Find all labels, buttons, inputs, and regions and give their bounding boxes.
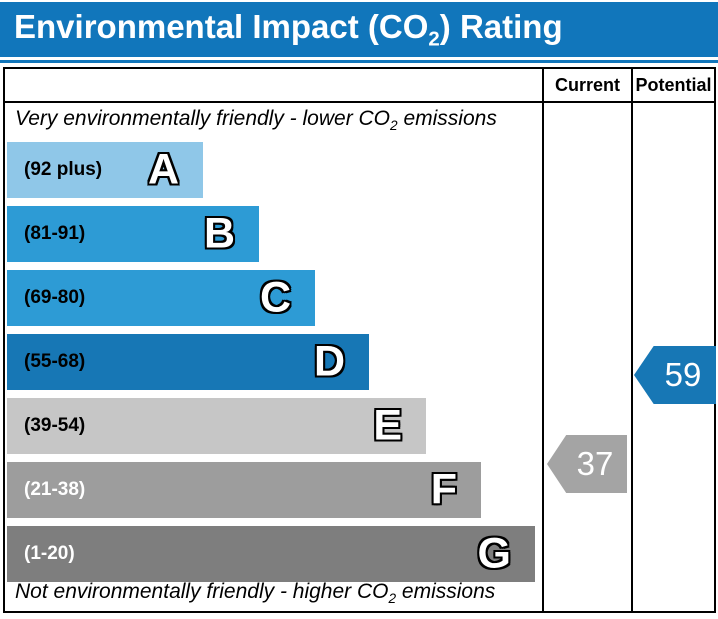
band-row-g: (1-20) G	[7, 526, 542, 582]
band-row-c: (69-80) C	[7, 270, 542, 326]
page-title-text: Environmental Impact (CO	[14, 7, 429, 45]
band-bar: (21-38) F	[7, 462, 481, 518]
band-range-label: (1-20)	[24, 543, 75, 564]
title-bar: Environmental Impact (CO2) Rating	[0, 2, 718, 57]
band-bar: (81-91) B	[7, 206, 259, 262]
page-title-subscript: 2	[428, 27, 440, 51]
top-note-text-end: emissions	[397, 107, 497, 130]
band-row-a: (92 plus) A	[7, 142, 542, 198]
band-bar: (39-54) E	[7, 398, 426, 454]
band-letter: D	[313, 337, 345, 386]
potential-column-divider	[631, 69, 633, 611]
potential-rating-value: 59	[664, 356, 702, 393]
header-separator-line	[5, 101, 714, 103]
bands: (92 plus) A (81-91) B (69-80) C (55-68) …	[7, 142, 542, 590]
band-letter: E	[373, 401, 402, 450]
bottom-note-subscript: 2	[388, 591, 397, 606]
band-row-b: (81-91) B	[7, 206, 542, 262]
top-note-text: Very environmentally friendly - lower CO	[15, 107, 391, 130]
band-letter: G	[477, 529, 511, 578]
current-column-divider	[542, 69, 544, 611]
band-range-label: (81-91)	[24, 223, 86, 244]
band-letter: F	[430, 465, 457, 514]
band-range-label: (39-54)	[24, 415, 86, 436]
band-bar: (55-68) D	[7, 334, 369, 390]
band-row-d: (55-68) D	[7, 334, 542, 390]
band-row-f: (21-38) F	[7, 462, 542, 518]
current-rating-value: 37	[576, 445, 614, 482]
band-bar: (69-80) C	[7, 270, 315, 326]
band-range-label: (55-68)	[24, 351, 86, 372]
band-letter: C	[259, 273, 291, 322]
band-letter: B	[203, 209, 235, 258]
bottom-note-text: Not environmentally friendly - higher CO	[15, 579, 389, 603]
band-range-label: (69-80)	[24, 287, 86, 308]
page-title-text-end: ) Rating	[439, 7, 563, 45]
potential-column-header: Potential	[635, 74, 712, 95]
band-letter: A	[147, 145, 179, 194]
bottom-note: Not environmentally friendly - higher CO…	[15, 580, 495, 606]
title-underline-rule	[0, 60, 718, 63]
band-bar: (92 plus) A	[7, 142, 203, 198]
page-title: Environmental Impact (CO2) Rating	[0, 8, 563, 52]
band-range-label: (92 plus)	[24, 159, 103, 180]
band-bar: (1-20) G	[7, 526, 535, 582]
potential-rating-arrow: 59	[634, 346, 716, 404]
bottom-note-text-end: emissions	[396, 579, 496, 603]
current-rating-arrow: 37	[547, 435, 627, 493]
current-column-header: Current	[554, 74, 620, 95]
band-range-label: (21-38)	[24, 479, 86, 500]
rating-table: Current Potential Very environmentally f…	[3, 67, 716, 613]
top-note: Very environmentally friendly - lower CO…	[15, 107, 497, 133]
top-note-subscript: 2	[390, 118, 398, 134]
band-row-e: (39-54) E	[7, 398, 542, 454]
